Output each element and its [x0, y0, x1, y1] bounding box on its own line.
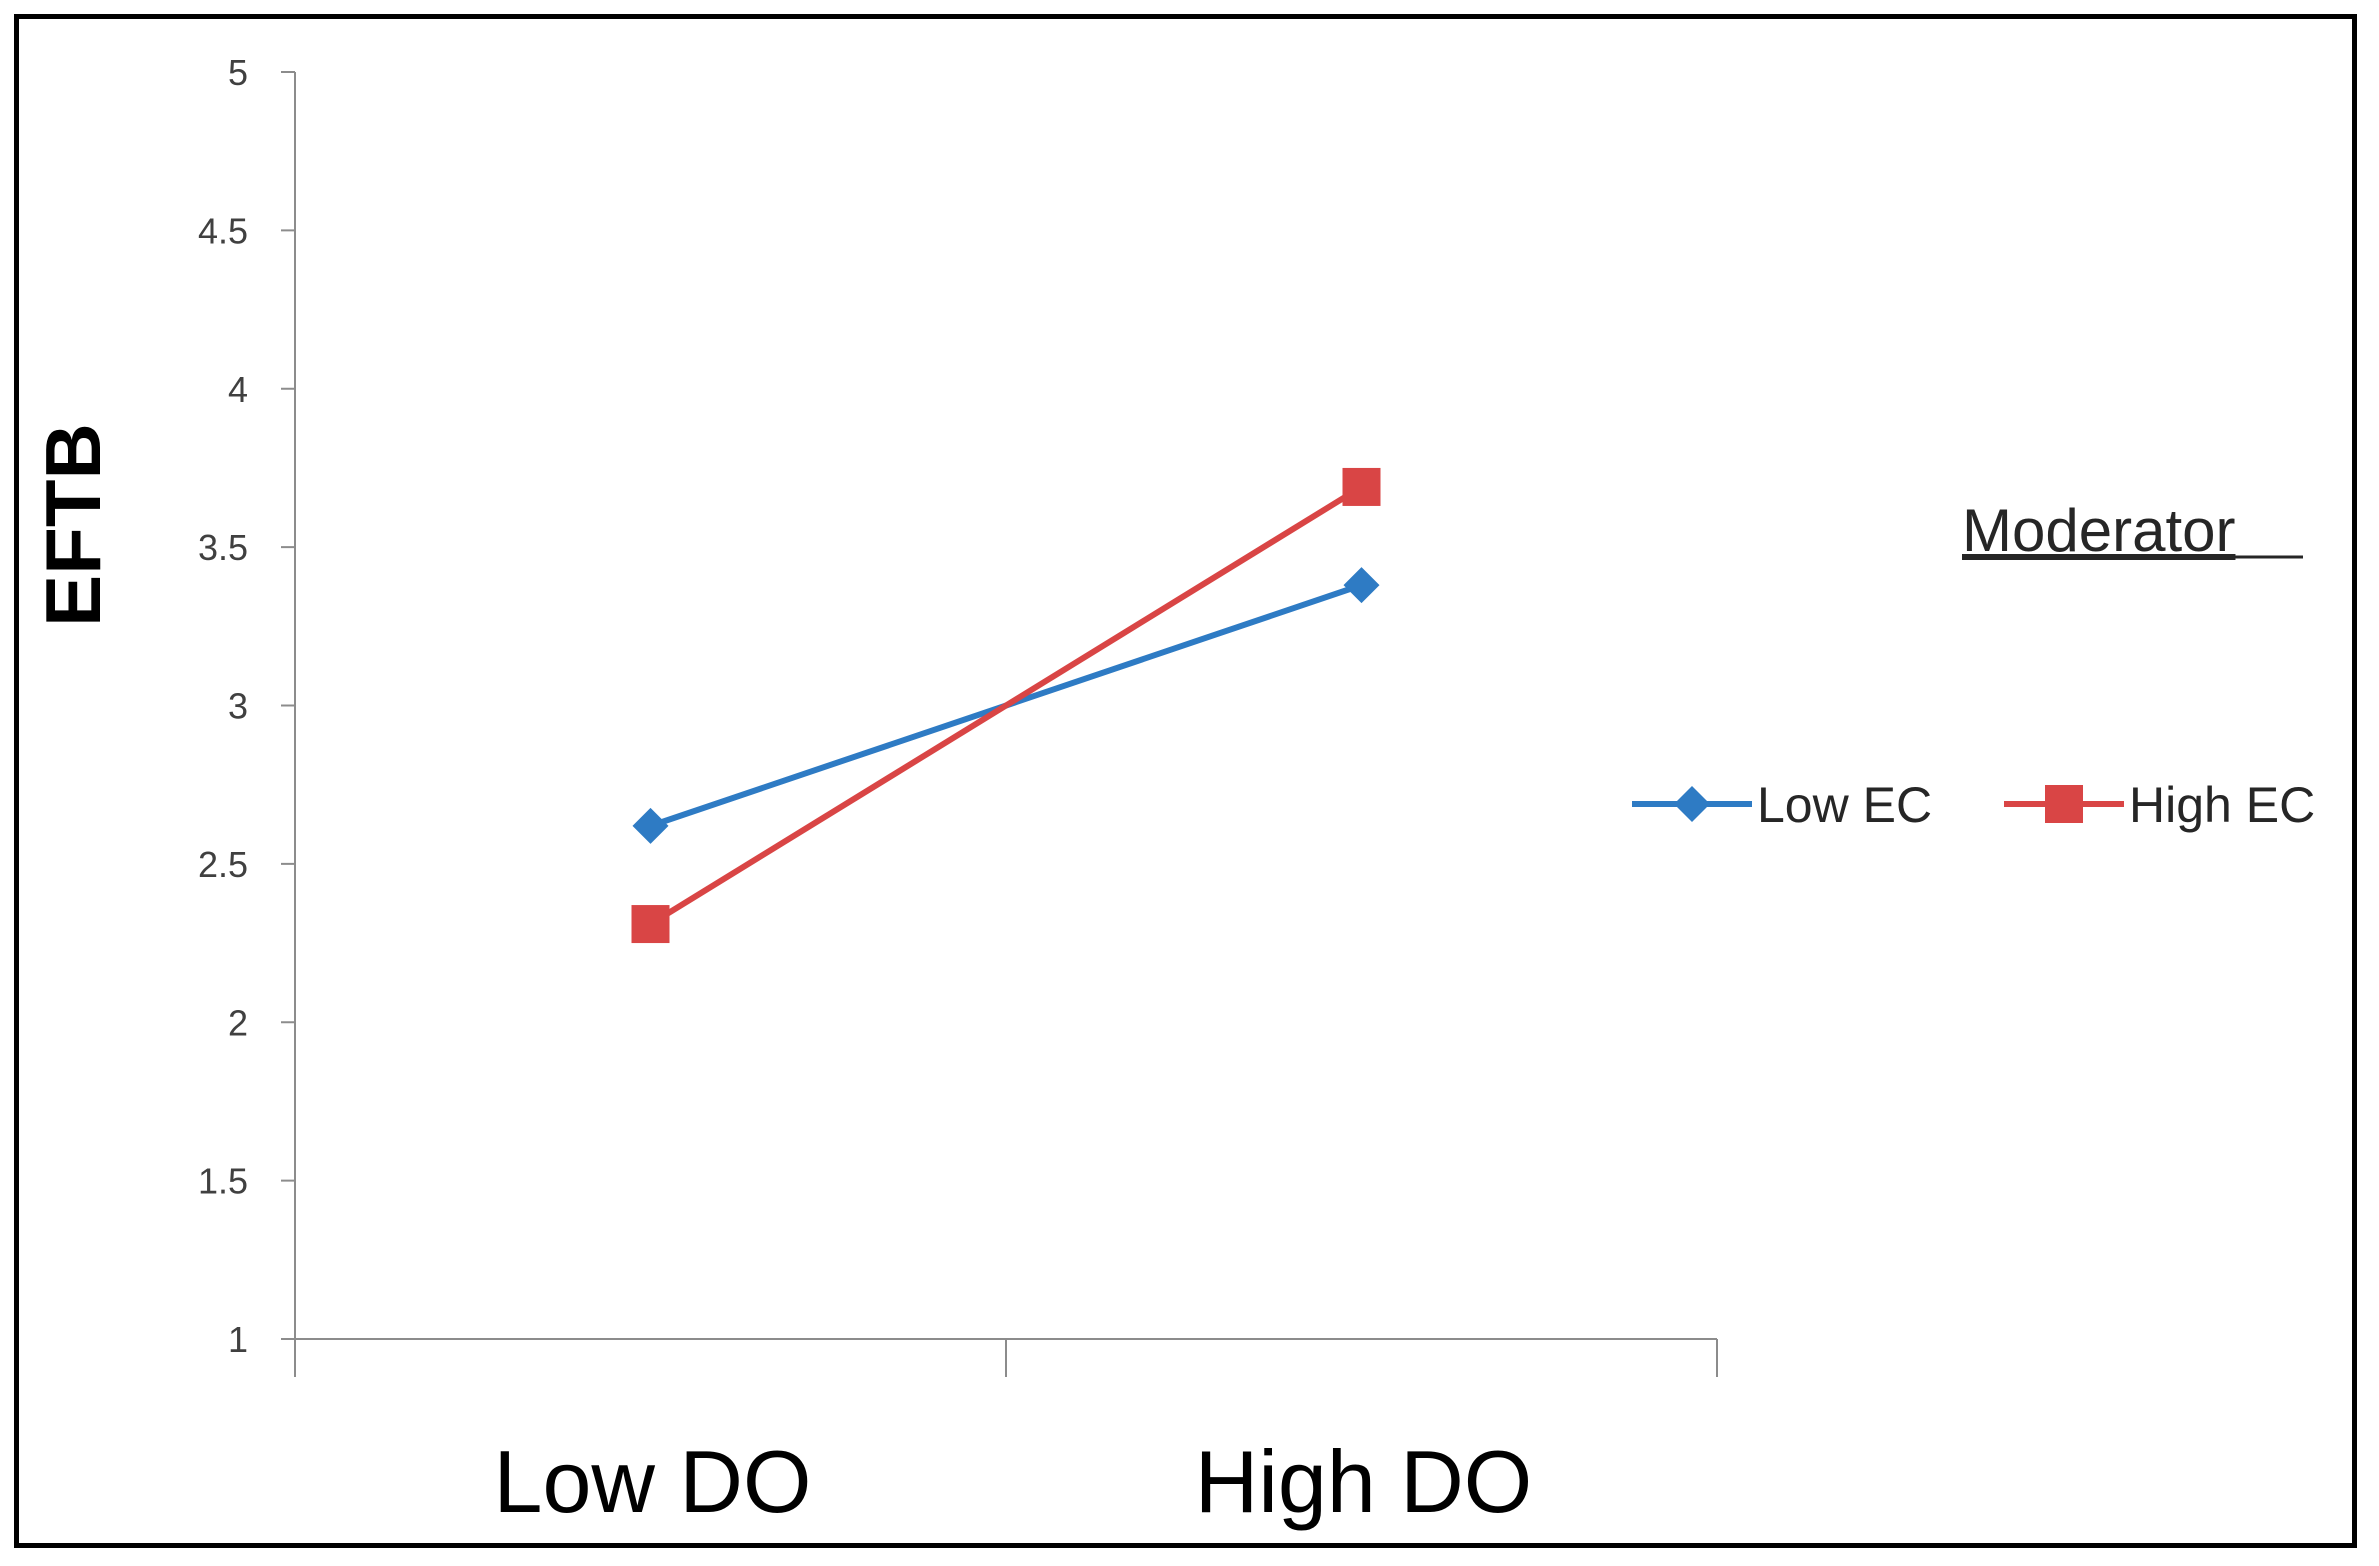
series-group	[631, 467, 1381, 944]
y-tick-label: 5	[228, 52, 248, 93]
data-point-low-ec	[632, 807, 669, 844]
axes	[294, 72, 1718, 1377]
y-tick-label: 4	[228, 369, 248, 410]
legend-item-low-ec: Low EC	[1632, 777, 1932, 833]
legend: Moderator Low EC High EC	[1632, 497, 2315, 833]
y-tick-label: 1	[228, 1319, 248, 1360]
legend-item-high-ec: High EC	[2004, 777, 2315, 833]
y-tick-label: 2	[228, 1002, 248, 1043]
legend-label-low-ec: Low EC	[1757, 777, 1932, 833]
y-tick-label: 3.5	[198, 527, 248, 568]
x-category-label: High DO	[1195, 1432, 1532, 1531]
data-point-low-ec	[1343, 567, 1380, 604]
y-tick-label: 1.5	[198, 1161, 248, 1202]
legend-label-high-ec: High EC	[2129, 777, 2315, 833]
x-category-label: Low DO	[494, 1432, 812, 1531]
legend-marker-low-ec	[1674, 786, 1710, 822]
y-tick-label: 4.5	[198, 210, 248, 251]
y-tick-label: 3	[228, 686, 248, 727]
legend-items: Low EC High EC	[1632, 777, 2315, 833]
y-ticks: 1 1.5 2 2.5 3 3.5 4 4.5 5	[198, 52, 295, 1360]
series-line-high-ec	[648, 484, 1364, 927]
data-point-high-ec	[631, 905, 670, 944]
legend-marker-high-ec	[2045, 785, 2083, 823]
chart-frame	[14, 14, 2357, 1548]
legend-title: Moderator	[1962, 497, 2235, 564]
y-tick-label: 2.5	[198, 844, 248, 885]
y-axis-label: EFTB	[29, 423, 117, 627]
data-point-high-ec	[1342, 467, 1381, 506]
series-high-ec	[631, 467, 1381, 944]
x-categories: Low DO High DO	[494, 1432, 1533, 1531]
